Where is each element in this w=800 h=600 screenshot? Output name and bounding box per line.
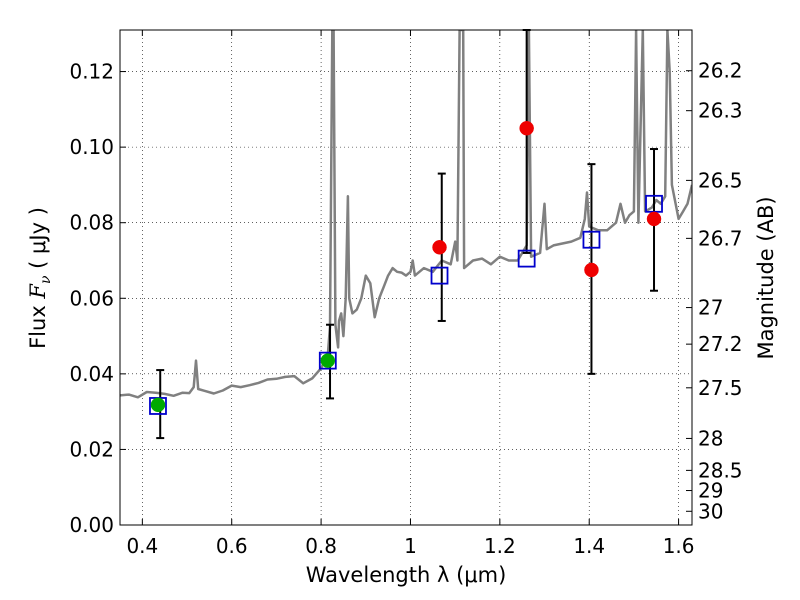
x-tick-label: 0.4 bbox=[126, 534, 158, 558]
y2-tick-label: 26.2 bbox=[698, 59, 743, 83]
y2-tick-label: 26.7 bbox=[698, 226, 743, 250]
circle-marker bbox=[646, 211, 662, 227]
y2-tick-label: 27.2 bbox=[698, 332, 743, 356]
x-axis-title: Wavelength λ (μm) bbox=[306, 563, 507, 587]
circle-marker bbox=[150, 397, 166, 413]
y-tick-label: 0.12 bbox=[69, 60, 114, 84]
x-tick-label: 1 bbox=[404, 534, 417, 558]
square-marker bbox=[582, 230, 601, 249]
circle-marker bbox=[320, 353, 336, 368]
circle-marker bbox=[584, 262, 599, 278]
y2-tick-label: 27 bbox=[698, 296, 723, 320]
x-tick-label: 0.8 bbox=[305, 534, 337, 558]
y2-tick-label: 28.5 bbox=[698, 458, 743, 482]
circle-marker bbox=[519, 120, 534, 136]
y2-tick-label: 30 bbox=[698, 499, 723, 523]
y-tick-label: 0.02 bbox=[69, 437, 114, 461]
circle-marker bbox=[432, 240, 447, 255]
y2-axis-title: Magnitude (AB) bbox=[754, 196, 778, 359]
axis-ticks: 0.4 0.6 0.8 1 1.2 1.4 1.6 0.00 0.02 0.04 0.06 0.08 0… bbox=[69, 30, 743, 558]
y2-tick-label: 28 bbox=[698, 426, 723, 450]
y-tick-label: 0.06 bbox=[69, 286, 114, 310]
y2-tick-label: 26.3 bbox=[698, 99, 743, 123]
y2-tick-label: 27.5 bbox=[698, 376, 743, 400]
y-axis-title-symbol: F bbox=[26, 283, 50, 300]
y-tick-label: 0.00 bbox=[69, 513, 114, 537]
y-tick-label: 0.04 bbox=[69, 362, 114, 386]
y2-tick-label: 26.5 bbox=[698, 168, 743, 192]
square-marker bbox=[517, 249, 536, 268]
plot-series bbox=[120, 30, 692, 399]
square-marker bbox=[430, 266, 449, 285]
y2-tick-label: 29 bbox=[698, 479, 723, 503]
y-axis-title-subscript: ν bbox=[38, 275, 54, 284]
y-tick-label: 0.08 bbox=[69, 211, 114, 235]
data-markers bbox=[149, 120, 663, 415]
x-tick-label: 1.2 bbox=[484, 534, 516, 558]
spectrum-line bbox=[120, 30, 692, 399]
square-marker bbox=[318, 351, 337, 370]
x-tick-label: 0.6 bbox=[216, 534, 248, 558]
x-tick-label: 1.4 bbox=[573, 534, 605, 558]
y-axis-title: Flux Fν ( μJy ) bbox=[26, 207, 54, 349]
y-axis-title-prefix: Flux bbox=[26, 299, 50, 349]
y-tick-label: 0.10 bbox=[69, 135, 114, 159]
plot-area bbox=[120, 30, 692, 525]
plot-frame bbox=[119, 29, 693, 526]
y-axis-title-suffix: ( μJy ) bbox=[26, 207, 50, 275]
x-tick-label: 1.6 bbox=[663, 534, 695, 558]
